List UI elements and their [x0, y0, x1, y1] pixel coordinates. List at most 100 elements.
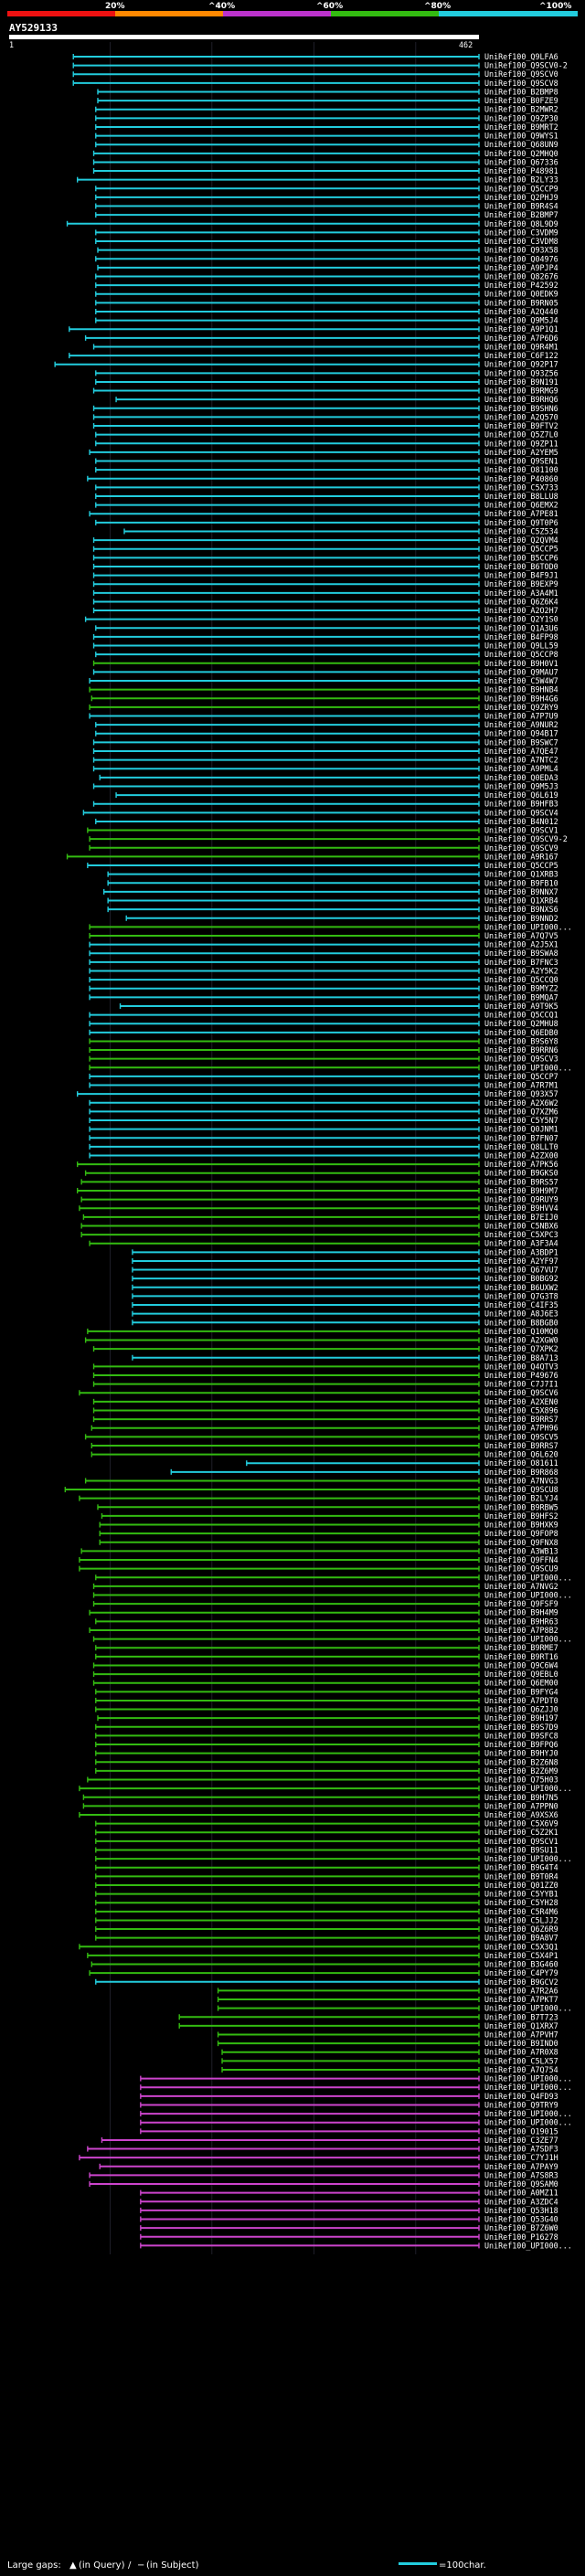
hit-label[interactable]: UniRef100_Q9LL59	[484, 641, 558, 651]
hit-label[interactable]: UniRef100_B9SWA8	[484, 949, 558, 958]
hit-label[interactable]: UniRef100_C5Z534	[484, 526, 558, 535]
hit-label[interactable]: UniRef100_A0MZ11	[484, 2189, 558, 2198]
hit-row[interactable]: UniRef100_B9GKS0	[84, 1169, 558, 1178]
hit-label[interactable]: UniRef100_B9RN05	[484, 298, 558, 307]
hit-label[interactable]: UniRef100_B8BGB0	[484, 1318, 558, 1327]
hit-row[interactable]: UniRef100_P49676	[92, 1371, 558, 1380]
hit-row[interactable]: UniRef100_A3A4M1	[92, 588, 558, 598]
hit-label[interactable]: UniRef100_B9HR63	[484, 1617, 558, 1626]
hit-label[interactable]: UniRef100_O81100	[484, 465, 558, 474]
hit-label[interactable]: UniRef100_A7PVH7	[484, 2030, 558, 2040]
hit-label[interactable]: UniRef100_Q9WYS1	[484, 132, 558, 141]
hit-row[interactable]: UniRef100_Q9SCV0-2	[72, 61, 568, 70]
hit-row[interactable]: UniRef100_O81100	[95, 465, 558, 474]
hit-row[interactable]: UniRef100_Q9C6W4	[92, 1660, 558, 1670]
hit-row[interactable]: UniRef100_C3VDM8	[95, 237, 558, 246]
hit-row[interactable]: UniRef100_A7PPN0	[82, 1801, 558, 1810]
hit-row[interactable]: UniRef100_A9NUR2	[95, 720, 558, 729]
hit-row[interactable]: UniRef100_B2MWR2	[95, 105, 558, 114]
hit-label[interactable]: UniRef100_Q0EDA3	[484, 773, 558, 782]
hit-label[interactable]: UniRef100_UPI000...	[484, 1854, 572, 1863]
hit-label[interactable]: UniRef100_B9NNX7	[484, 887, 558, 896]
hit-label[interactable]: UniRef100_C3VDM9	[484, 228, 558, 237]
hit-label[interactable]: UniRef100_Q7G3T8	[484, 1291, 558, 1300]
hit-row[interactable]: UniRef100_UPI000...	[92, 1591, 572, 1600]
hit-row[interactable]: UniRef100_Q6EM00	[92, 1679, 558, 1688]
hit-label[interactable]: UniRef100_A7P8B2	[484, 1626, 558, 1635]
hit-label[interactable]: UniRef100_Q9SCV6	[484, 1388, 558, 1397]
hit-label[interactable]: UniRef100_C5X4P1	[484, 1951, 558, 1960]
hit-row[interactable]: UniRef100_B9H9M7	[77, 1186, 558, 1195]
hit-label[interactable]: UniRef100_A9R167	[484, 852, 558, 861]
hit-row[interactable]: UniRef100_P48981	[92, 166, 558, 175]
hit-row[interactable]: UniRef100_B9RS57	[80, 1177, 558, 1186]
hit-row[interactable]: UniRef100_Q4FD93	[140, 2092, 558, 2101]
hit-label[interactable]: UniRef100_Q6L620	[484, 1450, 558, 1459]
hit-row[interactable]: UniRef100_B9R4S4	[95, 202, 558, 211]
hit-row[interactable]: UniRef100_Q9LFA6	[72, 52, 558, 61]
hit-label[interactable]: UniRef100_A7Q754	[484, 2065, 558, 2074]
hit-label[interactable]: UniRef100_C7J7I1	[484, 1380, 558, 1389]
hit-label[interactable]: UniRef100_B2BMP7	[484, 210, 558, 219]
hit-row[interactable]: UniRef100_Q9SCV9-2	[89, 834, 568, 843]
hit-row[interactable]: UniRef100_A2YEM5	[89, 448, 558, 457]
hit-label[interactable]: UniRef100_Q93X57	[484, 1089, 558, 1098]
hit-label[interactable]: UniRef100_C5Z2K1	[484, 1828, 558, 1837]
hit-label[interactable]: UniRef100_Q4QTV3	[484, 1362, 558, 1371]
hit-row[interactable]: UniRef100_B7EIJ0	[82, 1213, 558, 1222]
hit-label[interactable]: UniRef100_B9T0R4	[484, 1871, 558, 1881]
hit-label[interactable]: UniRef100_UPI000...	[484, 2241, 572, 2250]
hit-row[interactable]: UniRef100_Q10MQ0	[87, 1327, 558, 1336]
hit-label[interactable]: UniRef100_B9GCV2	[484, 1977, 558, 1987]
hit-label[interactable]: UniRef100_B9EXP9	[484, 579, 558, 588]
hit-label[interactable]: UniRef100_Q9SCV5	[484, 1432, 558, 1441]
hit-label[interactable]: UniRef100_UPI000...	[484, 2004, 572, 2013]
hit-label[interactable]: UniRef100_A3BDP1	[484, 1247, 558, 1256]
hit-label[interactable]: UniRef100_B9HNB4	[484, 685, 558, 694]
hit-label[interactable]: UniRef100_B9SHN6	[484, 404, 558, 413]
hit-row[interactable]: UniRef100_Q9FSF9	[92, 1599, 558, 1608]
hit-label[interactable]: UniRef100_B2BMP8	[484, 87, 558, 96]
hit-label[interactable]: UniRef100_A2XEN0	[484, 1397, 558, 1406]
hit-label[interactable]: UniRef100_B9SWC7	[484, 737, 558, 747]
hit-label[interactable]: UniRef100_A3WB13	[484, 1546, 558, 1555]
hit-row[interactable]: UniRef100_Q9ZRY9	[89, 703, 558, 712]
hit-row[interactable]: UniRef100_A7PAY9	[99, 2162, 558, 2171]
hit-row[interactable]: UniRef100_B9H4G6	[90, 694, 558, 703]
hit-label[interactable]: UniRef100_Q9ZRY9	[484, 703, 558, 712]
hit-label[interactable]: UniRef100_Q9M5J4	[484, 316, 558, 325]
hit-label[interactable]: UniRef100_Q5CCP8	[484, 650, 558, 659]
hit-label[interactable]: UniRef100_B7EIJ0	[484, 1213, 558, 1222]
hit-label[interactable]: UniRef100_Q5CCP9	[484, 184, 558, 193]
hit-row[interactable]: UniRef100_A8J6E3	[132, 1309, 558, 1319]
hit-row[interactable]: UniRef100_B5CCP6	[92, 553, 558, 562]
hit-row[interactable]: UniRef100_B9H7N5	[82, 1793, 558, 1802]
hit-label[interactable]: UniRef100_B9RHQ6	[484, 395, 558, 404]
hit-label[interactable]: UniRef100_B7FN07	[484, 1133, 558, 1142]
hit-row[interactable]: UniRef100_C5Y5N7	[89, 1116, 558, 1125]
hit-row[interactable]: UniRef100_B9EXP9	[92, 579, 558, 588]
hit-label[interactable]: UniRef100_Q0EDK9	[484, 290, 558, 299]
hit-label[interactable]: UniRef100_Q9ZP11	[484, 439, 558, 448]
hit-label[interactable]: UniRef100_Q7XZM6	[484, 1107, 558, 1116]
hit-label[interactable]: UniRef100_A7PKT7	[484, 1995, 558, 2004]
hit-row[interactable]: UniRef100_B9RRS7	[92, 1415, 558, 1424]
hit-row[interactable]: UniRef100_C5X4P1	[87, 1951, 558, 1960]
hit-row[interactable]: UniRef100_B9G4T4	[95, 1863, 558, 1872]
hit-label[interactable]: UniRef100_Q9SCV4	[484, 808, 558, 817]
hit-label[interactable]: UniRef100_Q04976	[484, 254, 558, 263]
hit-row[interactable]: UniRef100_B9H4M9	[89, 1608, 558, 1617]
hit-row[interactable]: UniRef100_B9H0V1	[92, 659, 558, 668]
hit-row[interactable]: UniRef100_B9SFC8	[95, 1731, 558, 1740]
hit-row[interactable]: UniRef100_Q1A3U6	[95, 623, 558, 632]
hit-row[interactable]: UniRef100_B4FP98	[92, 632, 558, 641]
hit-label[interactable]: UniRef100_Q67336	[484, 157, 558, 166]
hit-row[interactable]: UniRef100_B9H197	[97, 1713, 558, 1723]
hit-row[interactable]: UniRef100_C7YJ1H	[79, 2153, 558, 2162]
hit-row[interactable]: UniRef100_Q5CCP8	[95, 650, 558, 659]
hit-row[interactable]: UniRef100_A7P8B2	[89, 1626, 558, 1635]
hit-row[interactable]: UniRef100_B9NXS6	[107, 905, 558, 914]
hit-row[interactable]: UniRef100_Q75H03	[87, 1776, 558, 1785]
hit-label[interactable]: UniRef100_A2ZX00	[484, 1151, 558, 1161]
hit-label[interactable]: UniRef100_B7Z6W0	[484, 2223, 558, 2232]
